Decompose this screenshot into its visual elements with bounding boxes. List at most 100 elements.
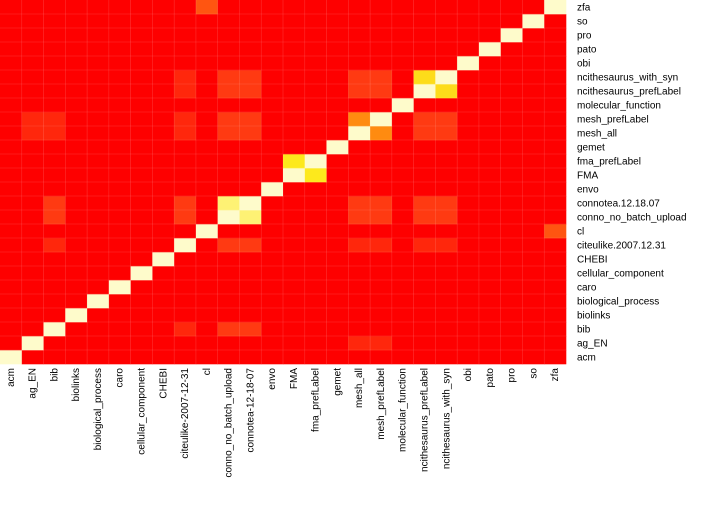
heatmap-cell	[43, 210, 66, 225]
heatmap-cell	[522, 84, 545, 99]
heatmap-cell	[195, 294, 218, 309]
heatmap-cell	[21, 28, 44, 43]
heatmap-cell	[457, 28, 480, 43]
heatmap-cell	[326, 336, 349, 351]
heatmap-cell	[261, 182, 284, 197]
heatmap-cell	[522, 308, 545, 323]
heatmap-cell	[478, 84, 501, 99]
heatmap-cell	[174, 252, 197, 267]
heatmap-cell	[522, 126, 545, 141]
heatmap-cell	[478, 252, 501, 267]
heatmap-cell	[239, 322, 262, 337]
heatmap-cell	[21, 322, 44, 337]
heatmap-cell	[522, 280, 545, 295]
heatmap-cell	[21, 350, 44, 365]
heatmap-cell	[239, 56, 262, 71]
heatmap-cell	[108, 42, 131, 57]
heatmap-cell	[413, 336, 436, 351]
heatmap-cell	[391, 140, 414, 155]
heatmap-cell	[391, 56, 414, 71]
heatmap-cell	[87, 140, 110, 155]
heatmap-cell	[152, 98, 175, 113]
heatmap-cell	[304, 210, 327, 225]
y-tick-label: molecular_function	[577, 101, 661, 112]
heatmap-cell	[195, 252, 218, 267]
heatmap-cell	[195, 28, 218, 43]
heatmap-cell	[0, 154, 23, 169]
heatmap-cell	[522, 28, 545, 43]
heatmap-cell	[0, 252, 23, 267]
heatmap-cell	[391, 266, 414, 281]
heatmap-cell	[0, 322, 23, 337]
heatmap-cell	[43, 154, 66, 169]
heatmap-cell	[239, 238, 262, 253]
heatmap-cell	[544, 238, 567, 253]
x-tick-label: fma_prefLabel	[311, 368, 322, 432]
heatmap-cell	[261, 266, 284, 281]
heatmap-cell	[348, 0, 371, 15]
heatmap-cell	[152, 56, 175, 71]
heatmap-cell	[108, 168, 131, 183]
heatmap-cell	[304, 14, 327, 29]
heatmap-cell	[435, 154, 458, 169]
heatmap-cell	[217, 28, 240, 43]
heatmap-cell	[457, 182, 480, 197]
heatmap-cell	[457, 168, 480, 183]
heatmap-cell	[87, 350, 110, 365]
heatmap-cell	[370, 42, 393, 57]
heatmap-cell	[544, 98, 567, 113]
heatmap-cell	[217, 196, 240, 211]
heatmap-cell	[326, 308, 349, 323]
heatmap-cell	[348, 294, 371, 309]
heatmap-cell	[108, 238, 131, 253]
heatmap-cell	[500, 28, 523, 43]
heatmap-cell	[217, 322, 240, 337]
heatmap-cell	[435, 196, 458, 211]
heatmap-cell	[65, 56, 88, 71]
heatmap-cell	[174, 112, 197, 127]
heatmap-cell	[130, 196, 153, 211]
heatmap-cell	[239, 336, 262, 351]
heatmap-cell	[283, 322, 306, 337]
heatmap-cell	[544, 42, 567, 57]
heatmap-cell	[217, 308, 240, 323]
heatmap-cell	[43, 70, 66, 85]
heatmap-cell	[21, 308, 44, 323]
heatmap-cell	[478, 56, 501, 71]
heatmap-cell	[326, 140, 349, 155]
heatmap-cell	[239, 0, 262, 15]
y-tick-label: biolinks	[577, 311, 610, 322]
heatmap-cell	[174, 336, 197, 351]
heatmap-cell	[457, 308, 480, 323]
heatmap-cell	[108, 98, 131, 113]
heatmap-cell	[43, 266, 66, 281]
heatmap-cell	[283, 56, 306, 71]
heatmap-cell	[130, 126, 153, 141]
heatmap-cell	[391, 224, 414, 239]
heatmap-cell	[348, 182, 371, 197]
heatmap-cell	[478, 294, 501, 309]
heatmap-cell	[283, 294, 306, 309]
heatmap-cell	[304, 224, 327, 239]
heatmap-cell	[283, 42, 306, 57]
heatmap-cell	[457, 84, 480, 99]
heatmap-cell	[0, 14, 23, 29]
heatmap-cell	[43, 350, 66, 365]
heatmap-cell	[21, 42, 44, 57]
heatmap-cell	[87, 224, 110, 239]
heatmap-cell	[457, 196, 480, 211]
heatmap-cell	[87, 210, 110, 225]
heatmap-cell	[65, 280, 88, 295]
heatmap-cell	[43, 84, 66, 99]
heatmap-cell	[370, 280, 393, 295]
heatmap-cell	[43, 336, 66, 351]
heatmap-cell	[0, 196, 23, 211]
heatmap-cell	[130, 112, 153, 127]
x-tick-label: bib	[49, 368, 60, 382]
y-tick-label: caro	[577, 283, 597, 294]
x-tick-label: ag_EN	[28, 368, 39, 399]
heatmap-cell	[21, 140, 44, 155]
heatmap-cell	[152, 350, 175, 365]
x-tick-label: mesh_all	[354, 368, 365, 408]
heatmap-cell	[500, 154, 523, 169]
